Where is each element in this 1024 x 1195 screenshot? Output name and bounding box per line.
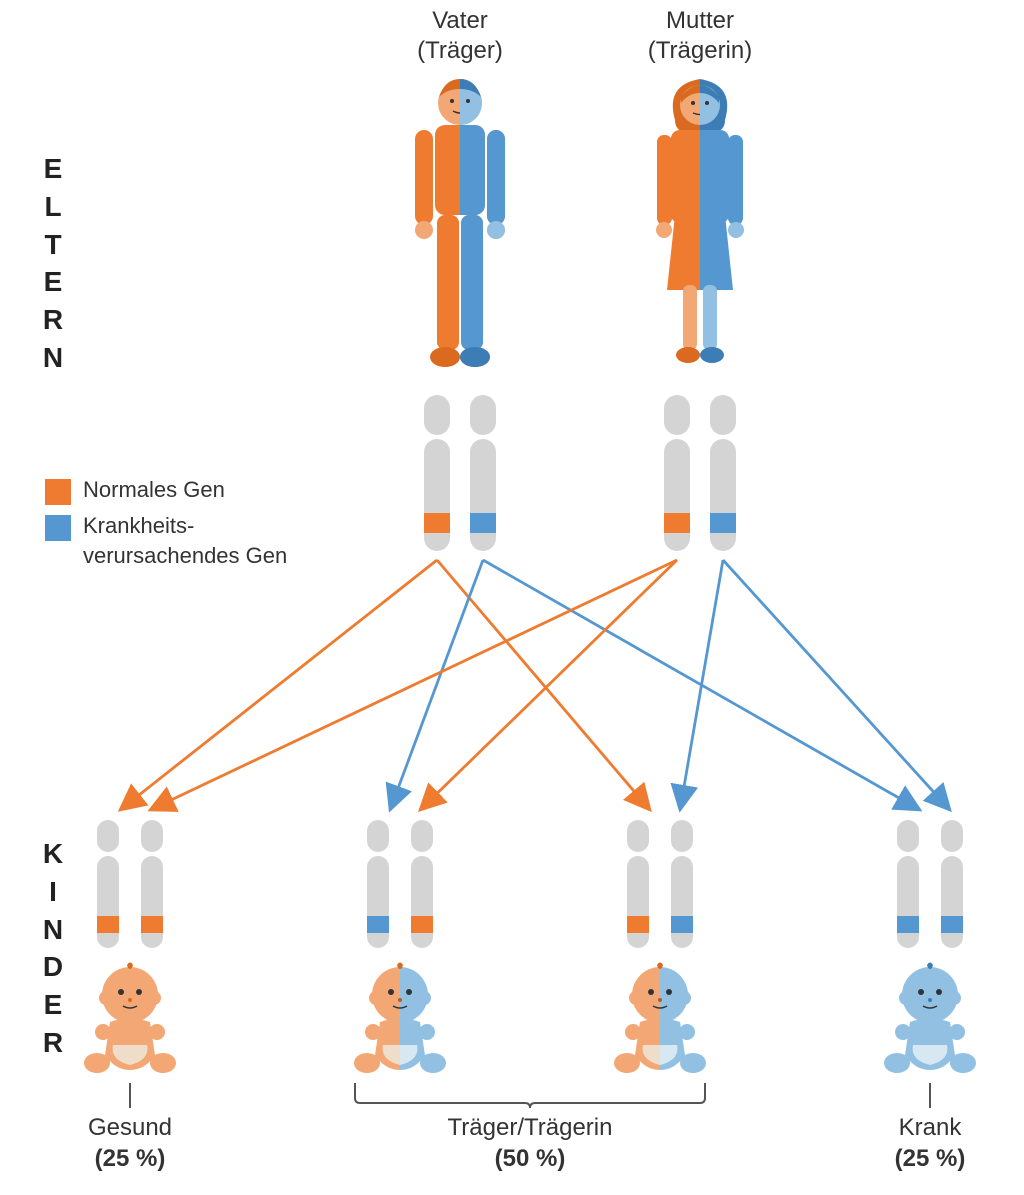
child-label-sick: Krank (25 %): [855, 1112, 1005, 1174]
child-carrier-status: Träger/Trägerin: [448, 1114, 613, 1141]
child-healthy-percent: (25 %): [95, 1145, 166, 1172]
brackets: [0, 0, 1024, 1195]
child-carrier-percent: (50 %): [495, 1145, 566, 1172]
child-healthy-status: Gesund: [88, 1114, 172, 1141]
child-label-carrier: Träger/Trägerin (50 %): [380, 1112, 680, 1174]
child-sick-percent: (25 %): [895, 1145, 966, 1172]
child-sick-status: Krank: [899, 1114, 962, 1141]
child-label-healthy: Gesund (25 %): [55, 1112, 205, 1174]
